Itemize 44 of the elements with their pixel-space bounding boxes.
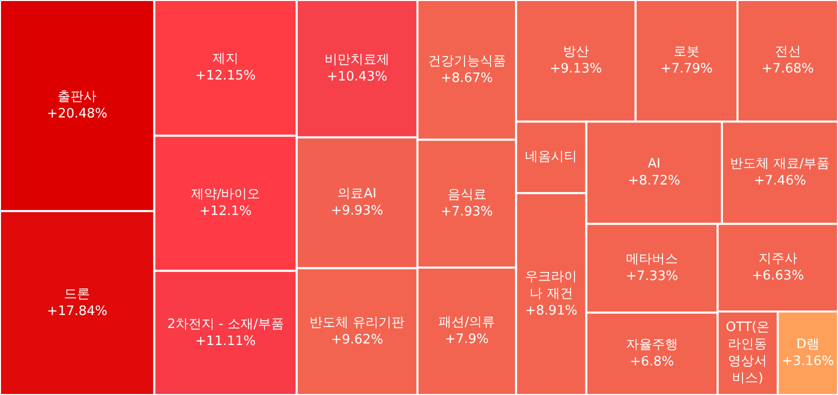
category-label: 음식료 [447,188,486,203]
category-label: 로봇 [674,44,700,60]
data-label: +6.8% [630,354,674,370]
data-label: +8.72% [628,174,680,189]
category-label: AI [648,156,661,172]
category-label: 네옴시티 [525,150,578,165]
category-label: D램 [796,337,820,352]
data-label: +9.13% [550,62,602,77]
category-label: 비만치료제 [324,52,390,68]
data-label: +6.63% [752,268,804,284]
category-label: 제지 [212,52,239,67]
data-label: +17.84% [46,304,108,319]
category-label: 메타버스 [626,252,678,268]
data-label: +7.33% [626,269,678,284]
data-label: +3.16% [782,354,834,370]
category-label: 반도체 재료/부품 [730,156,830,172]
data-label: +7.46% [754,174,806,189]
category-label: 의료AI [338,186,376,202]
category-label: 드론 [64,286,90,302]
data-label: +8.67% [440,70,493,86]
category-label: 2차전지 - 소재/부품 [167,316,284,332]
data-label: +7.9% [444,332,489,348]
category-label: 자율주행 [626,338,678,353]
data-label: +20.48% [46,106,108,122]
category-label: 방산 [562,44,589,60]
data-label: +7.93% [440,204,493,220]
data-label: +10.43% [326,70,388,85]
category-label: 지주사 [758,252,798,267]
category-label: 제약/바이오 [190,187,260,202]
data-label: +7.79% [660,62,713,77]
category-label: 출판사 [58,89,97,104]
category-label: 반도체 유리기판 [310,316,405,330]
category-label: 전선 [774,44,801,60]
data-label: +12.1% [199,204,252,220]
category-label: OTT(온라인동영상서비스) [726,320,770,386]
data-label: +9.62% [330,332,384,348]
category-label: 우크라이나 재건 [525,269,578,302]
category-label: 건강기능식품 [428,54,506,69]
data-label: +11.11% [195,334,256,349]
data-label: +9.93% [330,204,384,219]
data-label: +12.15% [195,68,256,84]
category-label: 패션/의류 [438,315,495,330]
data-label: +8.91% [525,303,578,318]
data-label: +7.68% [762,62,814,77]
